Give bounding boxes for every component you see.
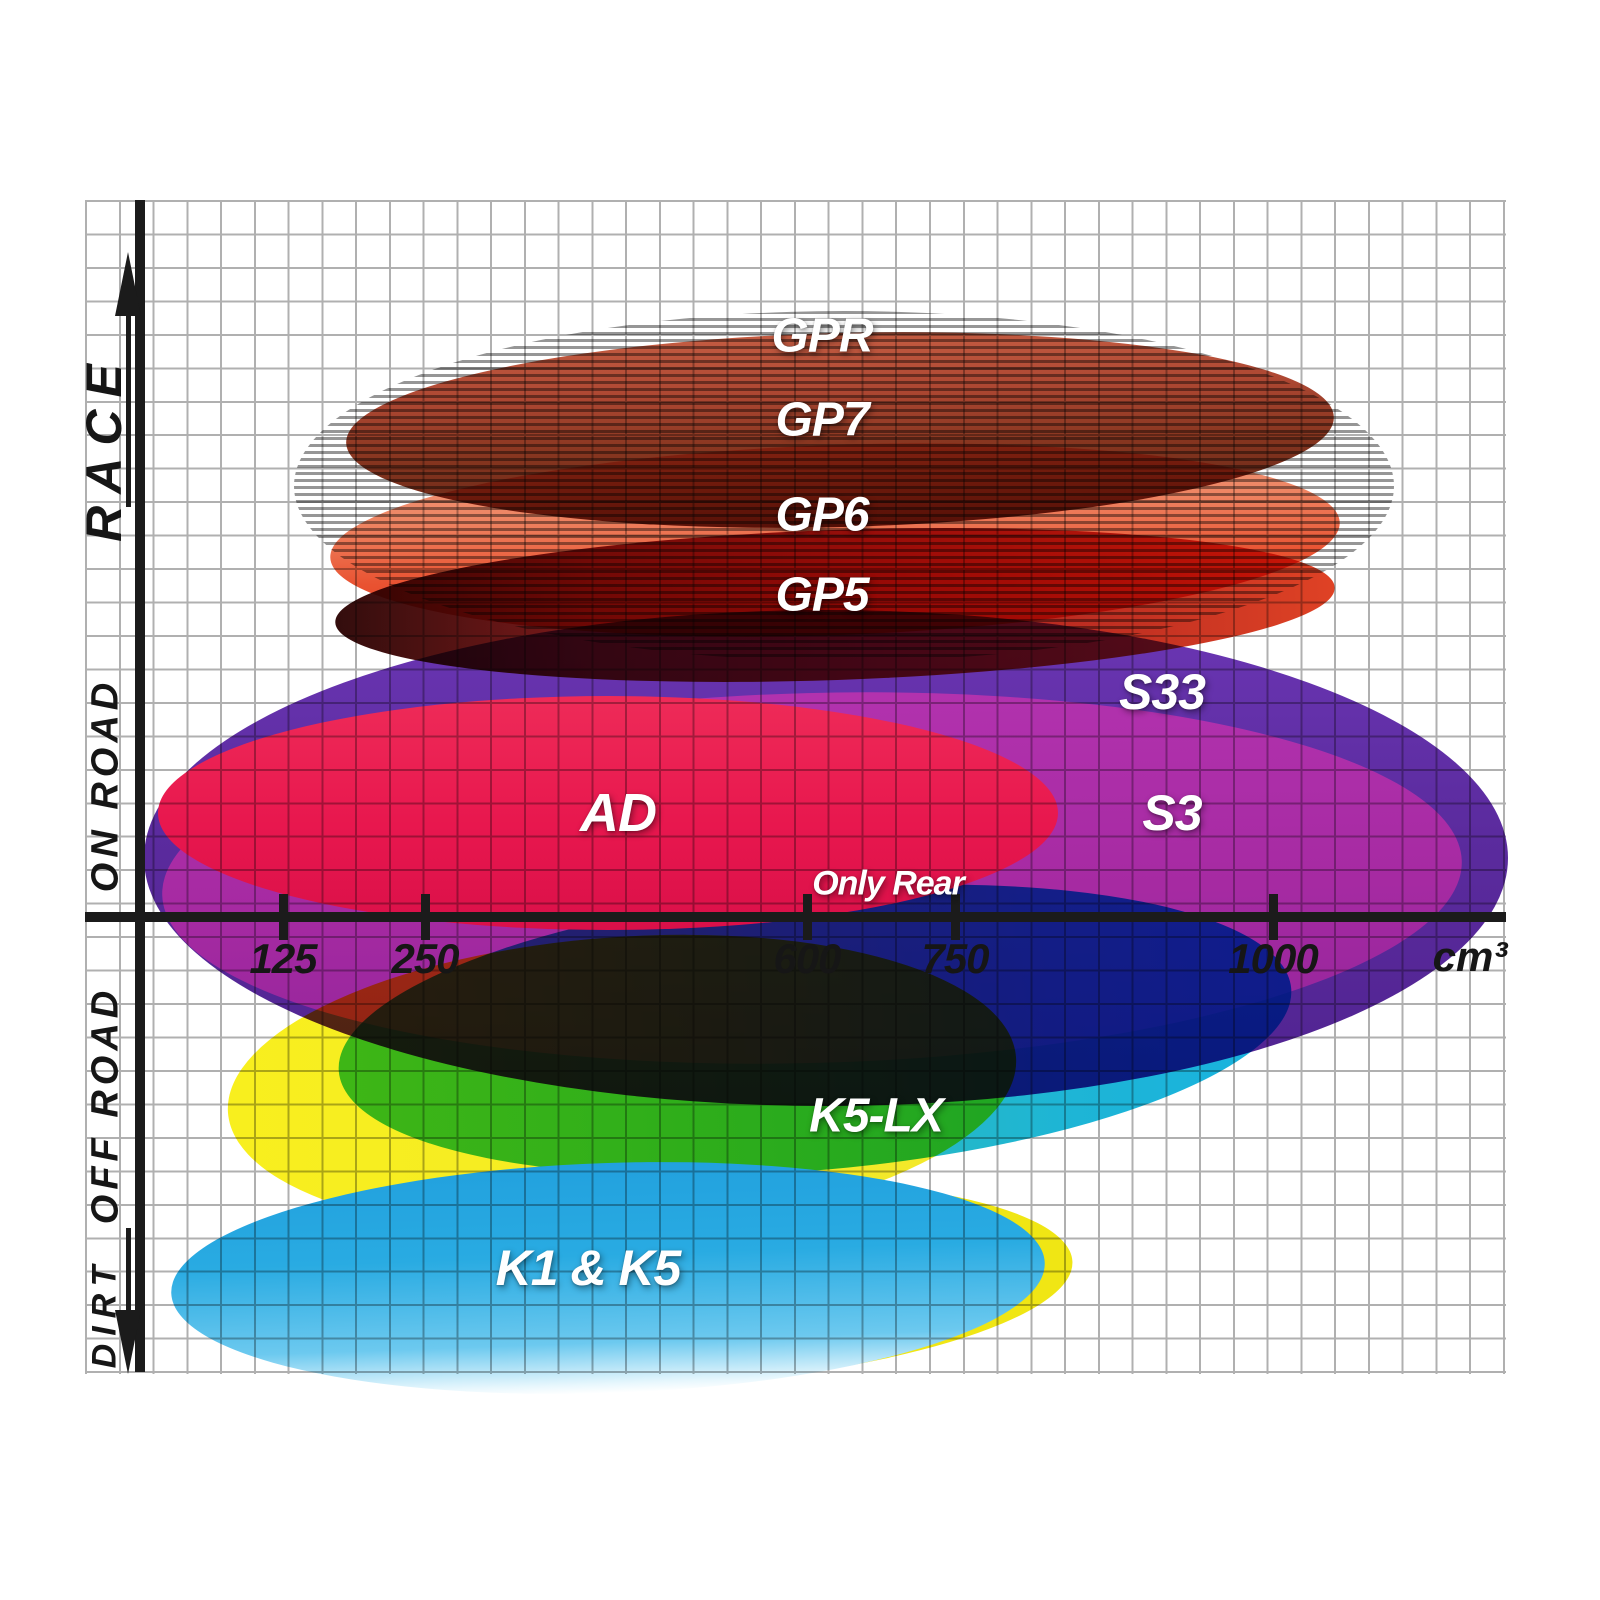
region-gp7-label: GP7 xyxy=(775,393,869,447)
x-axis-unit-label: cm³ xyxy=(1432,933,1508,980)
x-axis-line xyxy=(85,912,1506,922)
x-tick-label-1000: 1000 xyxy=(1228,935,1318,982)
y-axis-label-dirt: DIRT xyxy=(85,1257,124,1369)
down-arrow-shaft xyxy=(125,1228,131,1314)
x-tick-label-250: 250 xyxy=(391,935,459,982)
y-axis-label-on-road: ON ROAD xyxy=(84,677,127,893)
region-s33-label: S33 xyxy=(1119,664,1206,720)
y-axis-line xyxy=(135,200,145,1372)
region-gp5-label: GP5 xyxy=(775,568,869,622)
region-gpr-label: GPR xyxy=(771,309,873,363)
y-axis-label-off-road: OFF ROAD xyxy=(84,985,127,1225)
region-ad-note: Only Rear xyxy=(812,864,965,903)
region-k5lx-label: K5-LX xyxy=(809,1089,944,1143)
x-tick-label-750: 750 xyxy=(921,935,989,982)
region-gp6-label: GP6 xyxy=(775,488,869,542)
x-tick-125 xyxy=(278,894,288,940)
x-tick-250 xyxy=(420,894,430,940)
x-tick-600 xyxy=(802,894,812,940)
y-axis-label-race: RACE xyxy=(76,352,132,542)
region-k1k5-label: K1 & K5 xyxy=(495,1240,682,1296)
x-tick-1000 xyxy=(1268,894,1278,940)
x-tick-label-600: 600 xyxy=(773,935,841,982)
x-tick-label-125: 125 xyxy=(249,935,317,982)
region-ad-label: AD xyxy=(580,783,657,843)
region-s3-label: S3 xyxy=(1142,785,1202,841)
up-arrow-head-icon xyxy=(115,252,141,316)
